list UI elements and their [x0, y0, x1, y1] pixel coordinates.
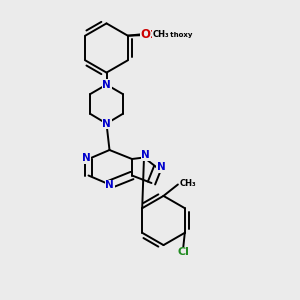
Text: O: O	[145, 30, 154, 40]
Text: N: N	[82, 153, 91, 163]
Text: N: N	[102, 118, 111, 129]
Text: Cl: Cl	[177, 247, 189, 257]
Text: N: N	[102, 80, 111, 90]
Text: CH₃: CH₃	[179, 179, 196, 188]
Text: O: O	[140, 28, 151, 41]
Text: N: N	[157, 162, 166, 172]
Text: methoxy: methoxy	[159, 32, 193, 38]
Text: CH₃: CH₃	[153, 30, 169, 39]
Text: N: N	[105, 180, 114, 190]
Text: N: N	[141, 150, 150, 161]
